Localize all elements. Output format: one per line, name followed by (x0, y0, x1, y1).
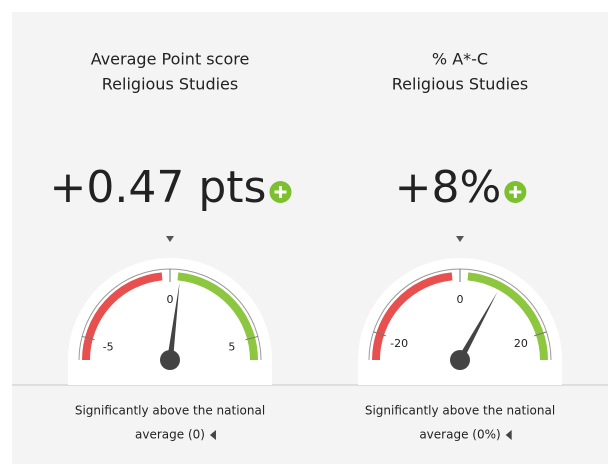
tick-label: 0 (167, 293, 174, 306)
note: average (0) (135, 428, 205, 442)
top-marker (166, 236, 174, 242)
panel-background (12, 12, 608, 464)
note: Significantly above the national (365, 404, 555, 418)
note: Significantly above the national (75, 404, 265, 418)
tick-label: -20 (390, 337, 408, 350)
top-marker (456, 236, 464, 242)
note-arrow (209, 430, 216, 440)
note: average (0%) (419, 428, 500, 442)
plus-sign (509, 186, 522, 198)
needle-hub (160, 350, 180, 370)
band-above (177, 272, 258, 361)
tick-label: 5 (228, 340, 235, 353)
gauge-title: % A*-C (432, 50, 488, 69)
band-below (372, 272, 453, 361)
tick-mark (245, 335, 259, 341)
tick-label: 20 (514, 337, 528, 350)
needle (167, 282, 180, 361)
band-below (82, 272, 163, 361)
tick-label: -5 (103, 340, 114, 353)
big-value: +8% (395, 162, 502, 213)
gauge-title: Religious Studies (392, 75, 528, 94)
gauge-title: Average Point score (91, 50, 250, 69)
tick-mark (534, 331, 547, 337)
tick-label: 0 (457, 293, 464, 306)
gauge-title: Religious Studies (102, 75, 238, 94)
needle-hub (450, 350, 470, 370)
band-above (467, 272, 548, 361)
tick-mark (81, 335, 95, 341)
plus-sign (274, 186, 287, 198)
big-value: +0.47 pts (50, 162, 267, 213)
tick-mark (373, 331, 386, 337)
note-arrow (505, 430, 512, 440)
needle (457, 291, 498, 362)
